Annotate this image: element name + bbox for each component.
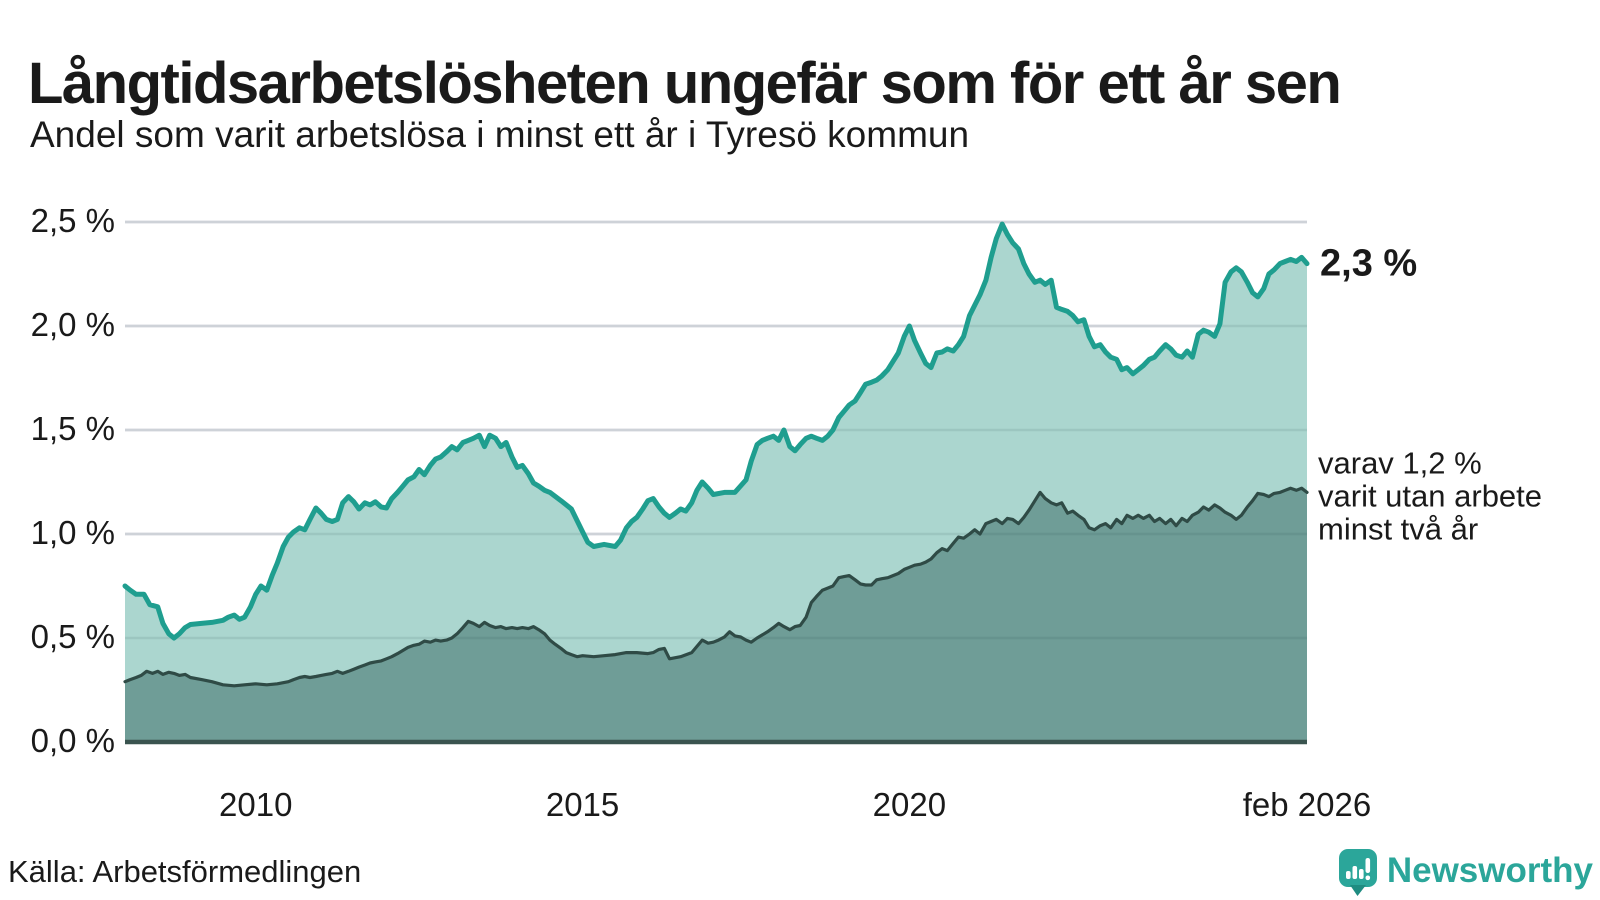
x-tick-label: 2020 (872, 786, 947, 823)
newsworthy-wordmark: Newsworthy (1386, 851, 1593, 890)
newsworthy-icon (1338, 849, 1377, 896)
y-tick-label: 0,0 % (30, 722, 115, 760)
gridlines-overlay (125, 220, 1307, 640)
x-tick-label: 2015 (545, 786, 620, 823)
y-tick-label: 2,0 % (30, 306, 115, 344)
x-tick-label: 2010 (219, 786, 293, 823)
newsworthy-logo: Newsworthy (1338, 846, 1593, 896)
chart-subtitle: Andel som varit arbetslösa i minst ett å… (30, 114, 970, 155)
source-label: Källa: Arbetsförmedlingen (8, 854, 362, 889)
y-tick-label: 2,5 % (30, 202, 115, 240)
line-two-year-unemployed (123, 486, 1309, 688)
area-two-year-unemployed (125, 488, 1307, 742)
x-tick-label: feb 2026 (1242, 786, 1372, 823)
y-tick-label: 0,5 % (30, 618, 115, 656)
y-tick-label: 1,0 % (30, 514, 115, 552)
y-tick-label: 1,5 % (30, 410, 115, 448)
annotation-latest-total: 2,3 % (1320, 242, 1418, 285)
annotation-two-year: varav 1,2 % varit utan arbete minst två … (1318, 445, 1543, 547)
page-title: Långtidsarbetslösheten ungefär som för e… (28, 50, 1342, 116)
line-total-unemployed (122, 221, 1310, 641)
